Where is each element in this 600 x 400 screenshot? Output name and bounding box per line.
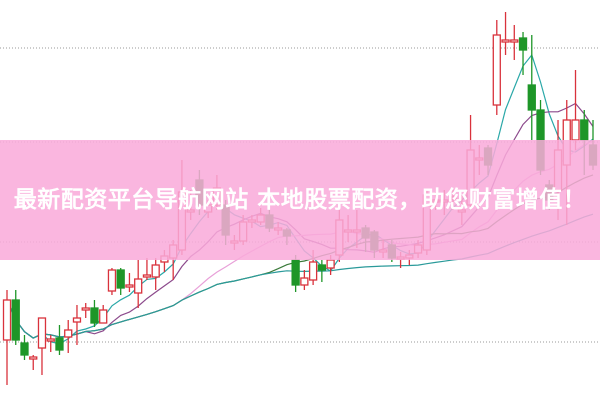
promo-banner: 最新配资平台导航网站 本地股票配资，助您财富增值！ xyxy=(0,140,600,260)
candle-body xyxy=(64,329,73,338)
candle-body xyxy=(81,307,90,311)
candle-body xyxy=(37,317,47,349)
candle-body xyxy=(134,278,143,294)
candle-body xyxy=(580,119,589,141)
candle-body xyxy=(11,299,20,341)
candle-body xyxy=(116,269,125,289)
candle-body xyxy=(308,261,318,281)
candle-body xyxy=(99,309,108,324)
candle-body xyxy=(317,264,327,271)
candle-body xyxy=(125,284,134,288)
candle-body xyxy=(326,259,335,269)
candle-body xyxy=(510,39,519,43)
candle-body xyxy=(55,337,64,351)
candle-body xyxy=(291,259,300,286)
candle-body xyxy=(518,37,528,51)
candle-body xyxy=(151,264,160,278)
candle-body xyxy=(571,119,580,141)
candle-body xyxy=(46,338,55,342)
candle-body xyxy=(107,269,117,292)
candle-body xyxy=(142,274,152,278)
banner-text: 最新配资平台导航网站 本地股票配资，助您财富增值！ xyxy=(13,187,587,213)
candle-body xyxy=(2,299,12,341)
candle-body xyxy=(20,342,29,356)
candle-body xyxy=(492,34,501,106)
candle-body xyxy=(527,84,536,111)
candle-body xyxy=(501,39,510,43)
candle-body xyxy=(90,307,99,324)
candle-body xyxy=(29,356,38,360)
candle-body xyxy=(300,277,309,286)
candle-body xyxy=(72,317,82,323)
